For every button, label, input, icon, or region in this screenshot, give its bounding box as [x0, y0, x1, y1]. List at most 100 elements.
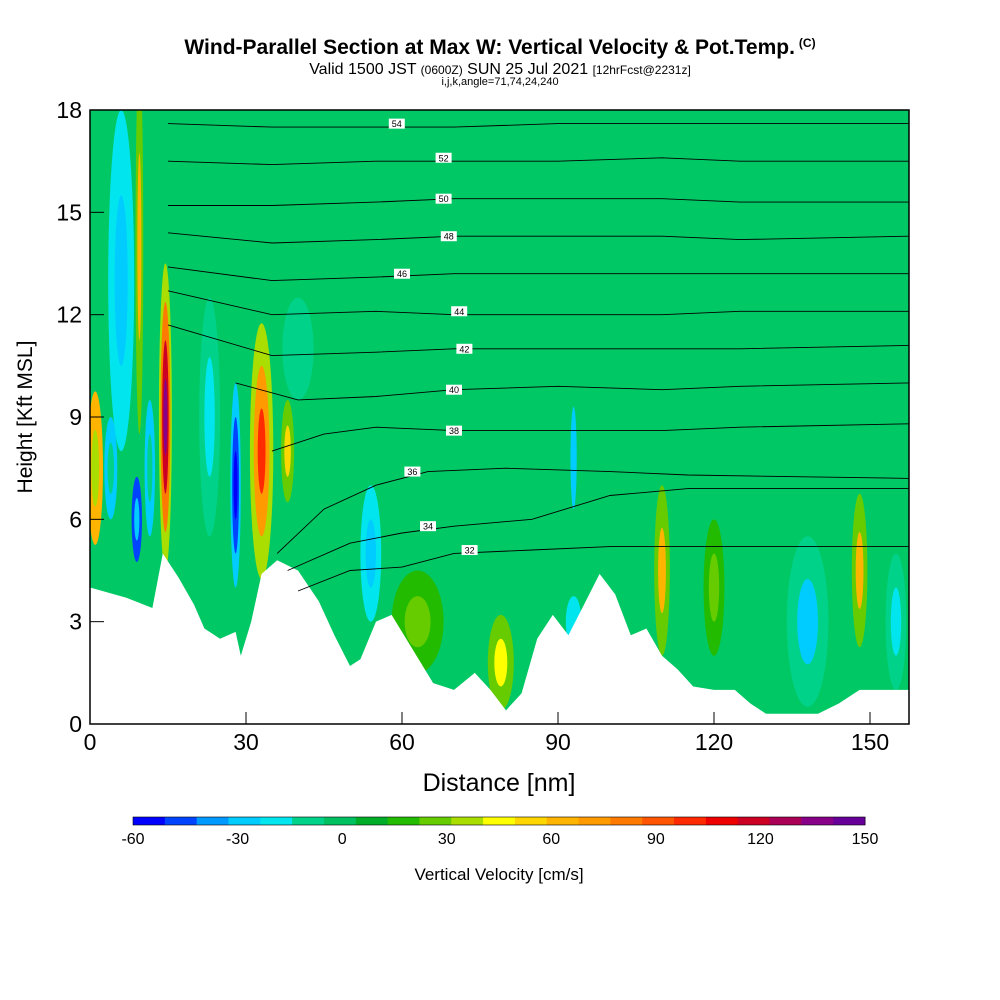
contour-label: 54	[392, 119, 402, 129]
velocity-cell	[134, 498, 140, 541]
colorbar-swatch	[260, 817, 293, 825]
colorbar-swatch	[355, 817, 389, 825]
contour-label-box	[435, 152, 452, 163]
y-tick-label: 3	[69, 609, 82, 635]
contour-label-box	[451, 306, 468, 317]
contour-label: 32	[465, 546, 475, 556]
contour-label-box	[420, 521, 436, 532]
colorbar-swatch	[387, 817, 420, 825]
velocity-cell	[147, 434, 153, 503]
contour-label: 44	[454, 307, 464, 317]
colorbar-tick-label: 150	[852, 831, 879, 848]
colorbar-label: Vertical Velocity [cm/s]	[414, 865, 583, 884]
theta-contour	[276, 467, 909, 554]
theta-contour	[167, 324, 909, 357]
colorbar-swatch	[737, 817, 771, 825]
colorbar-swatch	[196, 817, 229, 825]
colorbar-swatch	[610, 817, 643, 825]
colorbar-tick-label: 120	[747, 831, 774, 848]
theta-contour	[167, 290, 909, 316]
colorbar-tick-label: 90	[647, 831, 665, 848]
velocity-cell	[114, 195, 128, 366]
y-axis-label: Height [Kft MSL]	[14, 341, 37, 494]
colorbar-swatch	[546, 817, 580, 825]
velocity-cell	[284, 425, 291, 477]
velocity-cell	[163, 378, 168, 456]
colorbar-swatch	[228, 817, 261, 825]
velocity-cell	[233, 451, 238, 520]
valid-time-line: Valid 1500 JST (0600Z) SUN 25 Jul 2021 […	[0, 61, 1000, 79]
theta-contour	[167, 123, 909, 128]
theta-contour	[167, 232, 909, 244]
colorbar-frame	[132, 816, 866, 826]
velocity-cell	[494, 638, 508, 687]
colorbar-swatch	[833, 817, 866, 825]
contour-label: 34	[423, 522, 433, 532]
colorbar-tick-label: 0	[338, 831, 347, 848]
colorbar-swatch	[292, 817, 325, 825]
contour-label: 46	[397, 269, 407, 279]
velocity-cell	[204, 357, 215, 477]
contour-label-box	[388, 118, 405, 129]
colorbar-swatch	[451, 817, 484, 825]
colorbar-swatch	[769, 817, 802, 825]
colorbar: -60 -30 0 30 60 90 120 150	[121, 816, 879, 848]
x-tick-label: 150	[851, 729, 889, 755]
contour-label-box	[435, 193, 452, 204]
y-tick-label: 15	[56, 199, 82, 225]
y-tick-label: 0	[69, 711, 82, 737]
velocity-cell	[658, 527, 666, 614]
velocity-cell	[91, 429, 100, 507]
chart-title: Wind-Parallel Section at Max W: Vertical…	[0, 36, 1000, 60]
forecast-note: [12hrFcst@2231z]	[592, 63, 691, 77]
colorbar-swatch	[323, 817, 357, 825]
colorbar-tick-label: 30	[438, 831, 456, 848]
y-tick-label: 6	[69, 506, 82, 532]
grid-indices: i,j,k,angle=71,74,24,240	[441, 76, 559, 88]
contour-label-box	[446, 384, 462, 395]
valid-date: SUN 25 Jul 2021	[467, 61, 589, 78]
x-tick-label: 120	[695, 729, 733, 755]
velocity-cell	[257, 408, 266, 494]
colorbar-swatch	[801, 817, 834, 825]
x-tick-label: 0	[84, 729, 97, 755]
contour-label-box	[394, 268, 410, 279]
theta-contour	[167, 157, 909, 166]
velocity-cell	[570, 406, 577, 510]
contour-label-box	[440, 231, 457, 242]
colorbar-swatch	[642, 817, 675, 825]
colorbar-swatch	[674, 817, 707, 825]
x-tick-label: 30	[233, 729, 259, 755]
contour-label: 50	[439, 194, 449, 204]
theta-contour	[168, 198, 909, 206]
y-tick-label: 18	[56, 97, 82, 123]
chart-title-text: Wind-Parallel Section at Max W: Vertical…	[184, 36, 795, 59]
y-tick-label: 9	[69, 404, 82, 430]
contour-label-box	[446, 425, 462, 436]
x-axis: 0 30 60 90 120 150	[84, 712, 889, 755]
colorbar-tick-label: 60	[542, 831, 560, 848]
colorbar-swatch	[514, 817, 548, 825]
velocity-cell	[282, 297, 314, 400]
velocity-cell	[797, 579, 818, 665]
theta-contour	[287, 488, 909, 571]
contour-label: 48	[444, 232, 454, 242]
terrain-mask	[90, 553, 909, 724]
contour-label: 40	[449, 385, 459, 395]
velocity-cell	[708, 553, 720, 622]
colorbar-swatch	[419, 817, 452, 825]
velocity-cell	[365, 519, 376, 588]
y-tick-label: 12	[56, 302, 82, 328]
theta-contour	[297, 546, 909, 592]
x-tick-label: 60	[389, 729, 415, 755]
colorbar-swatch	[483, 817, 516, 825]
theta-contours-layer	[167, 123, 909, 592]
contour-label: 52	[439, 153, 449, 163]
velocity-cell	[107, 442, 115, 494]
contour-label-box	[456, 343, 473, 354]
x-tick-label: 90	[545, 729, 571, 755]
theta-contour-labels: 32 34 36 38 40 42 44 46 48 50 52 54	[388, 118, 478, 556]
colorbar-tick-label: -30	[226, 831, 249, 848]
valid-utc: (0600Z)	[420, 63, 463, 77]
